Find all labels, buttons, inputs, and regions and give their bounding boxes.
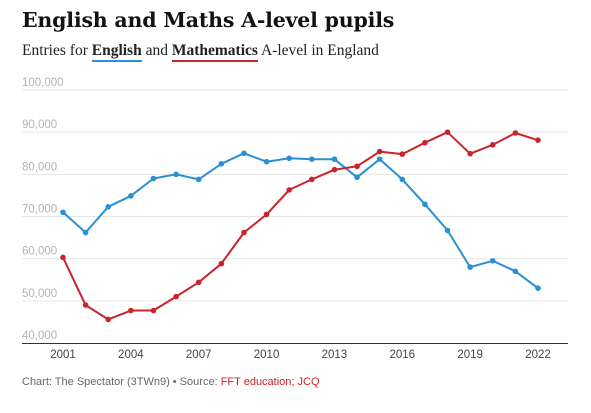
y-axis-tick-labels: 40,000 50,000 60,000 70,000 80,000 90,000 100,… (22, 77, 64, 342)
mathematics-point (105, 316, 112, 323)
y-tick-label: 90,000 (22, 119, 57, 131)
x-tick-label: 2010 (254, 349, 280, 361)
english-point (218, 160, 225, 167)
english-point (82, 229, 89, 236)
mathematics-point (173, 293, 179, 300)
source-link[interactable]: FFT education; JCQ (220, 376, 320, 388)
x-tick-label: 2022 (525, 349, 551, 361)
x-tick-label: 2001 (50, 349, 76, 361)
mathematics-point (376, 148, 383, 155)
english-point (263, 158, 270, 165)
mathematics-point (150, 307, 157, 314)
english-point (60, 209, 66, 216)
english-point (173, 171, 179, 178)
english-point (354, 174, 360, 181)
chart-title: English and Maths A-level pupils (22, 8, 395, 32)
subtitle-suffix: A-level in England (260, 42, 379, 59)
english-point (195, 176, 202, 183)
mathematics-point (263, 211, 270, 218)
mathematics-point (354, 163, 360, 170)
english-point (241, 150, 247, 157)
mathematics-point (535, 137, 541, 143)
english-point (105, 204, 112, 210)
chart-footer: Chart: The Spectator (3TWn9) • Source: F… (22, 376, 320, 388)
mathematics-point (286, 187, 292, 193)
mathematics-point (422, 139, 428, 146)
subtitle-and: and (145, 42, 168, 59)
english-point (535, 285, 541, 291)
mathematics-point (467, 150, 473, 157)
english-point (309, 156, 315, 162)
y-tick-label: 40,000 (22, 330, 57, 342)
y-tick-label: 100,000 (22, 77, 64, 89)
english-point (444, 227, 451, 234)
english-point (399, 176, 406, 183)
english-point (150, 175, 157, 182)
mathematics-point (399, 151, 406, 157)
english-point (128, 193, 134, 199)
mathematics-point (218, 260, 225, 267)
x-axis-tick-labels: 2001 2004 2007 2010 2013 2016 2019 2022 (50, 349, 551, 361)
mathematics-point (309, 176, 315, 183)
x-tick-label: 2007 (186, 349, 212, 361)
mathematics-point (82, 302, 89, 308)
mathematics-point (489, 142, 496, 148)
mathematics-point (444, 129, 451, 135)
y-tick-label: 70,000 (22, 204, 57, 216)
y-tick-label: 60,000 (22, 246, 57, 258)
mathematics-line (62, 131, 539, 321)
legend-key-english: English (91, 42, 142, 62)
english-point (422, 201, 428, 208)
english-line (62, 152, 539, 290)
subtitle-prefix: Entries for (22, 42, 88, 59)
english-point (512, 268, 519, 275)
x-tick-label: 2004 (118, 349, 144, 361)
x-tick-label: 2019 (457, 349, 483, 361)
footer-credit: Chart: The Spectator (3TWn9) • Source: (22, 376, 218, 388)
english-point (286, 155, 292, 162)
mathematics-point (331, 166, 338, 173)
series-mathematics (60, 129, 541, 323)
y-tick-label: 50,000 (22, 288, 57, 300)
english-point (376, 156, 383, 162)
legend-key-mathematics: Mathematics (171, 42, 258, 62)
mathematics-point (60, 254, 66, 261)
x-tick-label: 2013 (322, 349, 348, 361)
english-point (331, 156, 338, 162)
gridlines (22, 89, 568, 302)
english-point (489, 257, 496, 264)
series-layer (60, 129, 541, 323)
chart-subtitle: Entries for English and Mathematics A-le… (22, 42, 379, 62)
series-english (60, 150, 541, 291)
english-point (467, 264, 473, 270)
mathematics-point (241, 229, 247, 236)
x-tick-label: 2016 (389, 349, 415, 361)
mathematics-point (195, 279, 202, 286)
mathematics-point (128, 307, 134, 314)
mathematics-point (512, 130, 519, 136)
y-tick-label: 80,000 (22, 161, 57, 173)
